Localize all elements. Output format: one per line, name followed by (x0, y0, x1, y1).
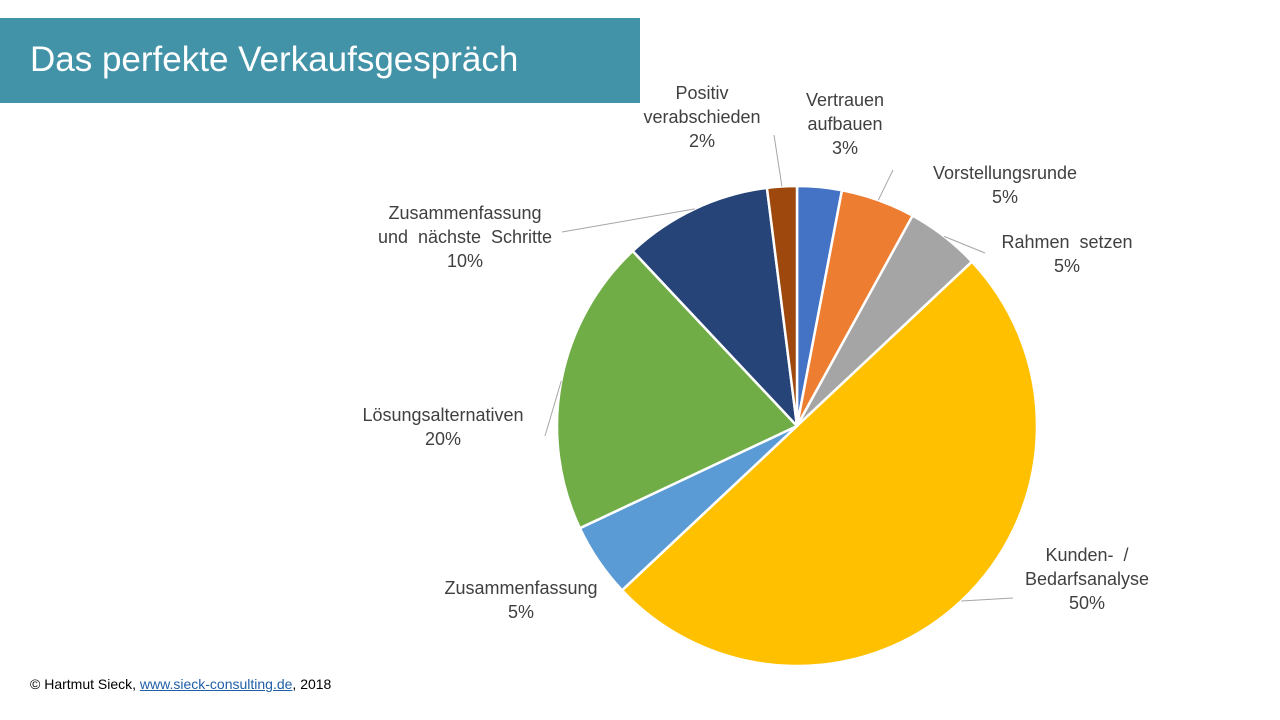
leader-line (943, 235, 986, 254)
slice-category-label: Lösungsalternativen (362, 405, 523, 425)
slice-category-label: und nächste Schritte (378, 227, 552, 247)
footer-copyright: © Hartmut Sieck, (30, 676, 140, 692)
slice-category-label: verabschieden (643, 107, 760, 127)
slice-value-label: 10% (447, 251, 483, 271)
slice-category-label: Positiv (675, 83, 728, 103)
slice-value-label: 20% (425, 429, 461, 449)
slice-category-label: Zusammenfassung (444, 578, 597, 598)
slice-value-label: 5% (1054, 256, 1080, 276)
leader-line (877, 169, 894, 201)
slice-category-label: Vorstellungsrunde (933, 163, 1077, 183)
slide-title: Das perfekte Verkaufsgespräch (30, 40, 519, 79)
slice-category-label: Kunden- / (1045, 545, 1128, 565)
title-bar (0, 18, 640, 103)
slice-category-label: Vertrauen (806, 90, 884, 110)
pie-slice (631, 186, 799, 428)
slice-value-label: 50% (1069, 593, 1105, 613)
slice-value-label: 5% (508, 602, 534, 622)
slice-category-label: Bedarfsanalyse (1025, 569, 1149, 589)
slice-value-label: 3% (832, 138, 858, 158)
pie-slice (620, 260, 1038, 667)
slice-value-label: 5% (992, 187, 1018, 207)
leader-line (961, 597, 1014, 602)
footer-link[interactable]: www.sieck-consulting.de (139, 676, 293, 692)
footer: © Hartmut Sieck, www.sieck-consulting.de… (30, 676, 331, 692)
leader-line (773, 134, 783, 187)
leader-line (544, 380, 562, 437)
leader-line (561, 208, 695, 233)
slice-category-label: Rahmen setzen (1001, 232, 1132, 252)
slice-value-label: 2% (689, 131, 715, 151)
slice-category-label: Zusammenfassung (388, 203, 541, 223)
footer-year: , 2018 (292, 676, 332, 692)
slice-category-label: aufbauen (807, 114, 882, 134)
